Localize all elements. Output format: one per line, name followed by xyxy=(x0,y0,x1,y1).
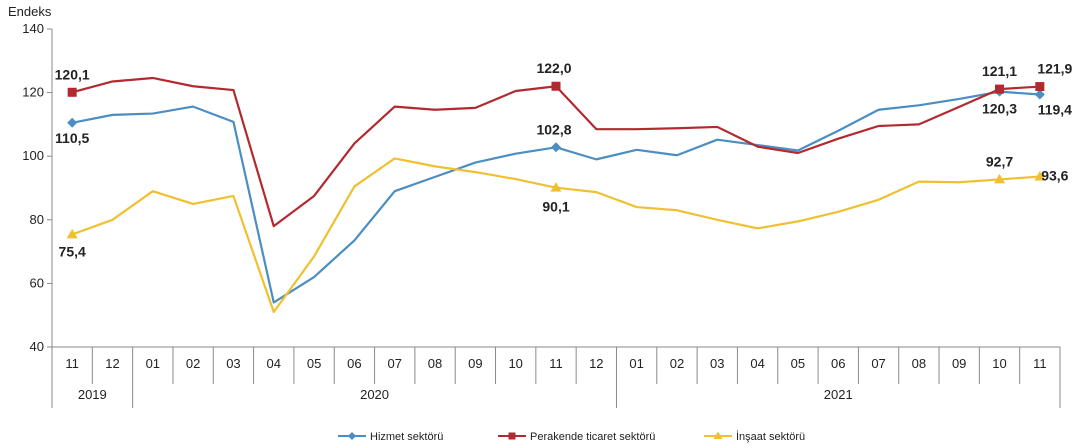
x-tick-label: 11 xyxy=(65,356,79,371)
x-tick-label: 09 xyxy=(952,356,966,371)
data-point-marker xyxy=(66,228,78,239)
legend-marker xyxy=(508,432,516,440)
data-label: 102,8 xyxy=(536,121,571,137)
y-tick-label: 40 xyxy=(30,339,44,354)
x-tick-label: 04 xyxy=(267,356,281,371)
data-point-marker xyxy=(995,84,1005,94)
data-label: 122,0 xyxy=(536,60,571,76)
series-0 xyxy=(67,86,1045,304)
series-1 xyxy=(67,76,1045,228)
data-label: 120,3 xyxy=(982,101,1017,117)
year-label: 2020 xyxy=(360,387,389,402)
x-tick-label: 01 xyxy=(629,356,643,371)
x-tick-label: 07 xyxy=(387,356,401,371)
x-tick-label: 12 xyxy=(105,356,119,371)
x-tick-label: 05 xyxy=(791,356,805,371)
legend-label: Perakende ticaret sektörü xyxy=(530,431,655,443)
data-point-marker xyxy=(551,81,561,91)
series-2 xyxy=(66,157,1046,314)
legend-marker xyxy=(348,432,356,440)
x-tick-label: 10 xyxy=(508,356,522,371)
data-point-marker xyxy=(67,117,78,128)
data-point-marker xyxy=(1034,89,1045,100)
x-tick-label: 04 xyxy=(750,356,764,371)
data-point-marker xyxy=(551,142,561,153)
x-tick-label: 03 xyxy=(710,356,724,371)
x-tick-label: 05 xyxy=(307,356,321,371)
y-tick-label: 60 xyxy=(30,275,44,290)
x-tick-label: 02 xyxy=(186,356,200,371)
x-tick-label: 01 xyxy=(146,356,160,371)
data-point-marker xyxy=(67,87,77,97)
year-label: 2019 xyxy=(78,387,107,402)
data-label: 75,4 xyxy=(59,243,86,259)
data-point-marker xyxy=(994,173,1006,184)
y-tick-label: 80 xyxy=(30,212,44,227)
data-point-marker xyxy=(1034,171,1046,181)
series-layer xyxy=(66,76,1046,314)
data-label: 119,4 xyxy=(1038,102,1072,118)
x-tick-label: 10 xyxy=(992,356,1006,371)
x-tick-label: 08 xyxy=(912,356,926,371)
legend-label: İnşaat sektörü xyxy=(736,430,805,443)
y-tick-label: 120 xyxy=(22,85,44,100)
legend-item: İnşaat sektörü xyxy=(704,430,805,443)
x-tick-label: 11 xyxy=(1033,356,1047,371)
axes: 40 60 80 100 120 140 11 12 01 02 03 04 05 06 07 08 09 10 1… xyxy=(22,21,1061,408)
data-label: 120,1 xyxy=(55,66,90,82)
x-tick-label: 02 xyxy=(670,356,684,371)
legend-label: Hizmet sektörü xyxy=(370,431,443,443)
data-label: 121,9 xyxy=(1037,61,1072,77)
x-tick-label: 09 xyxy=(468,356,482,371)
legend-marker xyxy=(713,431,723,439)
x-tick-label: 06 xyxy=(347,356,361,371)
legend-item: Perakende ticaret sektörü xyxy=(498,431,655,443)
y-axis-label: Endeks xyxy=(8,4,52,19)
data-labels: 120,1 110,5 75,4 122,0 102,8 90,1 121,1 120,3 92… xyxy=(55,60,1073,259)
legend-item: Hizmet sektörü xyxy=(338,431,443,443)
x-tick-label: 07 xyxy=(871,356,885,371)
y-tick-label: 100 xyxy=(22,148,44,163)
year-label: 2021 xyxy=(824,387,853,402)
data-label: 92,7 xyxy=(986,153,1013,169)
y-tick-label: 140 xyxy=(22,21,44,36)
data-label: 93,6 xyxy=(1041,168,1068,184)
x-tick-label: 08 xyxy=(428,356,442,371)
data-label: 90,1 xyxy=(542,199,569,215)
legend: Hizmet sektörü Perakende ticaret sektörü İ… xyxy=(338,430,805,443)
x-tick-label: 06 xyxy=(831,356,845,371)
data-label: 121,1 xyxy=(982,63,1017,79)
x-tick-label: 03 xyxy=(226,356,240,371)
series-line xyxy=(71,157,1040,314)
data-point-marker xyxy=(550,182,562,192)
x-tick-label: 12 xyxy=(589,356,603,371)
x-tick-label: 11 xyxy=(549,356,563,371)
data-label: 110,5 xyxy=(55,130,89,146)
data-point-marker xyxy=(1035,82,1045,92)
